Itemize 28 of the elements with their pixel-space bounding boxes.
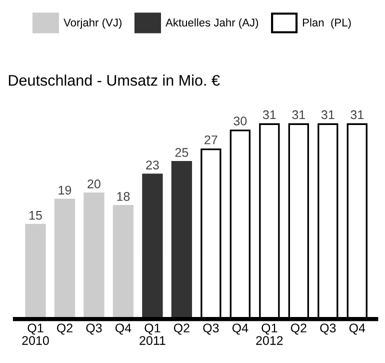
- data-label: 31: [350, 110, 364, 120]
- x-tick-label: Q2: [290, 324, 306, 335]
- x-tick-label: Q2: [174, 324, 190, 335]
- data-label: 25: [175, 148, 188, 157]
- data-label: 19: [58, 186, 72, 195]
- x-tick-label: Q1 2010: [22, 324, 49, 345]
- legend-label: Vorjahr (VJ): [64, 18, 122, 29]
- x-tick-label: Q3: [86, 324, 102, 335]
- x-tick-label: Q3: [320, 324, 336, 335]
- x-tick-label: Q4: [349, 324, 366, 335]
- x-tick-label: Q3: [203, 324, 219, 335]
- x-tick-label: Q4: [115, 324, 132, 335]
- data-label: 27: [204, 135, 218, 144]
- x-tick-label: Q1 2011: [140, 324, 166, 345]
- data-label: 20: [88, 179, 100, 188]
- x-tick-label: Q2: [56, 324, 72, 335]
- legend-label: Plan (PL): [302, 18, 351, 29]
- data-label: 15: [29, 211, 42, 220]
- data-label: 31: [262, 110, 276, 120]
- legend-label: Aktuelles Jahr (AJ): [166, 18, 258, 29]
- x-tick-label: Q4: [232, 324, 248, 335]
- data-label: 23: [146, 160, 159, 170]
- x-tick-label: Q1 2012: [256, 324, 283, 345]
- data-label: 18: [117, 192, 130, 201]
- data-label: 31: [321, 110, 334, 120]
- data-label: 30: [234, 116, 247, 126]
- data-label: 31: [292, 110, 305, 120]
- chart-title: Deutschland - Umsatz in Mio. €: [8, 74, 220, 86]
